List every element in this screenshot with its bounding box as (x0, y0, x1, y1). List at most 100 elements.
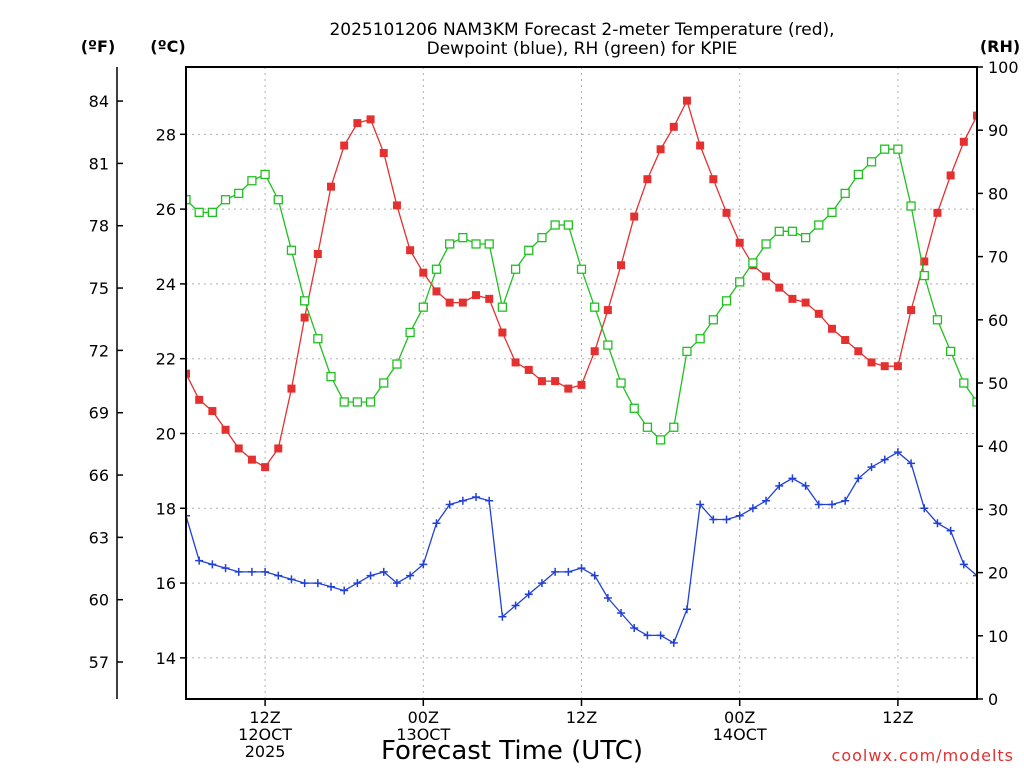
celsius-tick-label: 26 (156, 200, 176, 219)
rh-point (431, 264, 442, 274)
temperature-point (274, 444, 283, 453)
dewpoint-point (603, 594, 612, 603)
temperature-point (907, 306, 916, 315)
fahrenheit-tick-label: 81 (89, 154, 109, 173)
rh-point (194, 207, 204, 218)
dewpoint-point (630, 623, 639, 632)
x-tick-label: 12OCT (238, 725, 292, 744)
dewpoint-point (340, 586, 349, 595)
rh-tick-label: 20 (988, 564, 1008, 583)
dewpoint-point (867, 463, 876, 472)
rh-point (286, 245, 297, 255)
dewpoint-point (814, 500, 823, 509)
celsius-tick-label: 24 (156, 275, 176, 294)
temperature-point (221, 425, 230, 434)
rh-tick-label: 80 (988, 184, 1008, 203)
celsius-tick-label: 28 (156, 125, 176, 144)
chart-title: 2025101206 NAM3KM Forecast 2-meter Tempe… (329, 20, 834, 59)
rh-point (959, 378, 969, 388)
rh-point (629, 403, 639, 413)
temperature-point (524, 365, 533, 374)
rh-point (590, 302, 600, 312)
dewpoint-point (801, 481, 810, 490)
dewpoint-point (195, 556, 204, 565)
dewpoint-point (551, 567, 560, 576)
temperature-point (445, 298, 454, 307)
dewpoint-point (537, 579, 546, 588)
temperature-point (603, 306, 612, 315)
dewpoint-point (973, 571, 977, 580)
celsius-tick-label: 16 (156, 574, 176, 593)
dewpoint-point (472, 493, 481, 502)
dewpoint-point (748, 504, 757, 513)
rh-point (945, 346, 956, 357)
rh-point (893, 144, 903, 154)
temperature-point (472, 291, 481, 300)
rh-point (234, 188, 244, 199)
temperature-point (340, 141, 349, 150)
dewpoint-point (234, 567, 243, 576)
dewpoint-point (208, 560, 217, 569)
celsius-tick-label: 22 (156, 350, 176, 369)
rh-point (247, 176, 257, 186)
rh-point (814, 220, 824, 230)
temperature-point (313, 249, 322, 258)
dewpoint-point (432, 519, 441, 528)
temperature-point (696, 141, 705, 150)
dewpoint-point (854, 474, 863, 483)
temperature-point (893, 362, 902, 371)
rh-point (484, 239, 494, 249)
dewpoint-series (186, 448, 977, 647)
fahrenheit-tick-label: 69 (89, 404, 109, 423)
rh-tick-label: 70 (988, 248, 1008, 267)
dewpoint-point (485, 496, 494, 505)
rh-point (220, 195, 231, 205)
x-tick-label: 12Z (882, 708, 913, 727)
temperature-point (788, 294, 797, 303)
rh-point (932, 315, 943, 325)
x-tick-label: 14OCT (713, 725, 767, 744)
dewpoint-point (933, 519, 942, 528)
rh-unit-label: (RH) (980, 37, 1020, 56)
rh-point (603, 340, 613, 350)
rh-point (919, 270, 929, 281)
celsius-unit-label: (ºC) (150, 37, 185, 56)
rh-series (186, 144, 977, 445)
rh-point (827, 207, 837, 218)
dewpoint-point (261, 567, 270, 576)
dewpoint-point (327, 582, 336, 591)
dewpoint-point (788, 474, 797, 483)
temperature-point (973, 111, 977, 120)
rh-point (471, 239, 481, 249)
rh-point (313, 334, 323, 344)
dewpoint-point (590, 571, 599, 580)
temperature-point (537, 377, 546, 386)
dewpoint-point (274, 571, 283, 580)
rh-point (721, 296, 732, 306)
rh-point (787, 226, 798, 236)
temperature-series (186, 96, 977, 472)
dewpoint-point (366, 571, 375, 580)
temperature-point (392, 201, 401, 210)
rh-point (853, 169, 863, 180)
rh-point (550, 220, 560, 230)
dewpoint-point (313, 579, 322, 588)
x-tick-label: 00Z (408, 708, 439, 727)
rh-point (392, 359, 402, 369)
x-tick-label: 12Z (249, 708, 280, 727)
rh-point (616, 378, 626, 388)
temperature-point (406, 246, 415, 255)
dewpoint-point (419, 560, 428, 569)
temperature-point (801, 298, 810, 307)
temperature-point (186, 369, 190, 378)
dewpoint-point (841, 496, 850, 505)
temperature-point (722, 208, 731, 217)
fahrenheit-tick-label: 75 (89, 279, 109, 298)
rh-tick-label: 40 (988, 437, 1008, 456)
fahrenheit-tick-label: 78 (89, 217, 109, 236)
temperature-point (669, 122, 678, 131)
dewpoint-point (458, 496, 467, 505)
data-series (186, 96, 977, 647)
plot-frame (185, 66, 978, 700)
dewpoint-point (564, 567, 573, 576)
